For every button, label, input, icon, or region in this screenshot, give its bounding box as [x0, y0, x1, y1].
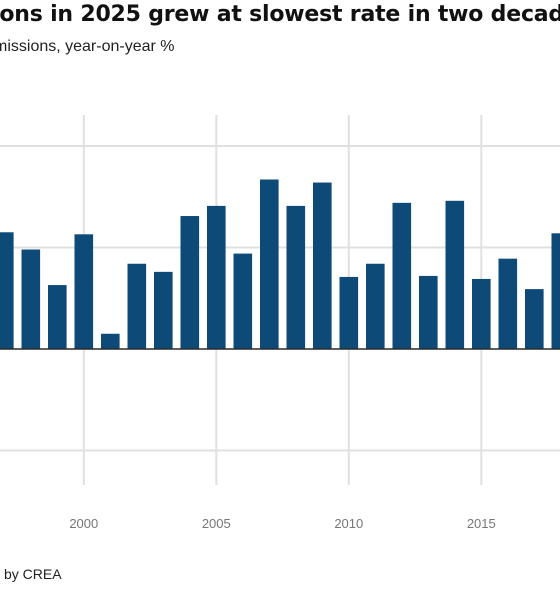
bar-2010	[339, 276, 359, 349]
x-tick-label-2000: 2000	[69, 516, 98, 531]
bar-2017	[525, 289, 544, 349]
bar-layer	[0, 179, 560, 349]
bar-2013	[419, 275, 438, 349]
bar-2002	[127, 263, 147, 349]
x-tick-layer: 2000 2005 2010 2015	[69, 516, 495, 531]
bar-2007	[260, 179, 279, 349]
bar-2003	[154, 271, 173, 349]
source-note: by CREA	[4, 566, 62, 582]
bar-2004	[180, 216, 200, 349]
bar-2008	[286, 205, 306, 349]
x-tick-label-2010: 2010	[334, 516, 363, 531]
x-tick-label-2005: 2005	[202, 516, 231, 531]
bar-2006	[233, 253, 253, 349]
bar-2005	[207, 205, 226, 349]
bar-1998	[21, 249, 41, 349]
bar-2018	[551, 233, 560, 349]
bar-2014	[445, 200, 465, 349]
bar-2015	[472, 278, 491, 349]
bar-2011	[366, 263, 385, 349]
chart-subtitle: missions, year-on-year %	[0, 38, 175, 55]
bar-2000	[74, 234, 94, 349]
bar-2001	[101, 333, 120, 349]
bar-1997	[0, 232, 14, 349]
x-tick-label-2015: 2015	[467, 516, 496, 531]
bar-2012	[392, 202, 412, 349]
bar-1999	[48, 285, 67, 349]
chart-title: ions in 2025 grew at slowest rate in two…	[0, 2, 560, 27]
bar-2009	[313, 182, 332, 349]
bar-2016	[498, 258, 518, 349]
